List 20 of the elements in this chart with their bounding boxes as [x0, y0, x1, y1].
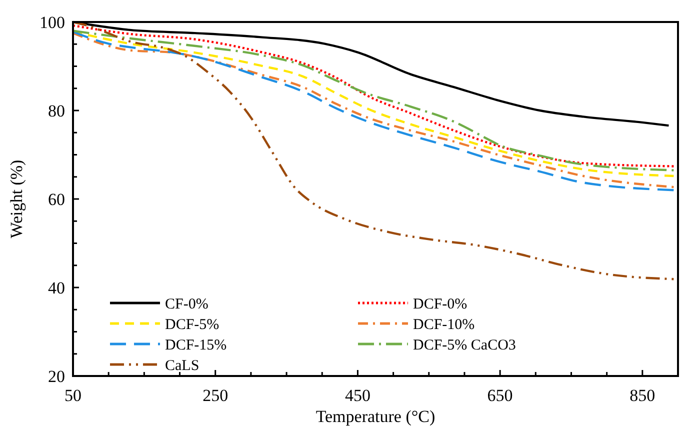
x-tick-label: 450 [344, 386, 370, 405]
y-tick-label: 100 [40, 12, 65, 32]
legend-label: CF-0% [165, 296, 208, 312]
x-axis-title: Temperature (°C) [316, 407, 436, 426]
x-tick-label: 650 [487, 386, 513, 405]
legend-label: DCF-15% [165, 337, 227, 354]
x-tick-label: 50 [64, 386, 82, 405]
legend-label: DCF-5% [165, 316, 220, 333]
y-tick-label: 60 [48, 190, 65, 209]
legend-label: DCF-5% CaCO3 [413, 337, 516, 354]
y-axis-title: Weight (%) [7, 160, 26, 238]
line-series [72, 20, 675, 280]
y-tick-label: 80 [48, 101, 65, 120]
legend-label: DCF-0% [413, 296, 468, 312]
y-tick-label: 20 [48, 366, 65, 386]
y-tick-label: 40 [48, 278, 65, 298]
x-tick-label: 850 [630, 386, 656, 405]
x-tick-label: 250 [202, 386, 228, 405]
legend-label: CaLS [165, 358, 200, 374]
legend-label: DCF-10% [413, 316, 475, 333]
